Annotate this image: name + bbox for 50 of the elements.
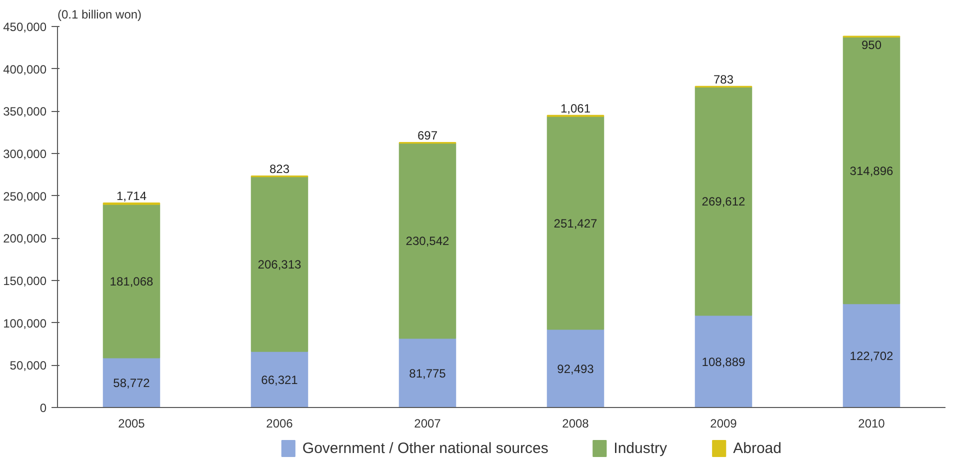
- data-label: 783: [713, 72, 734, 86]
- data-label: 206,313: [258, 258, 302, 272]
- bar: [398, 142, 456, 339]
- bar: [398, 338, 456, 408]
- legend-label: Industry: [614, 440, 668, 457]
- data-label: 181,068: [110, 274, 154, 289]
- data-label: 697: [417, 128, 438, 142]
- bar: [102, 357, 160, 408]
- x-tick-label: 2006: [266, 416, 294, 430]
- data-label: 269,612: [702, 194, 746, 209]
- x-tick-label: 2008: [562, 416, 590, 430]
- bar: [546, 116, 604, 330]
- data-label: 230,542: [406, 234, 450, 248]
- y-tick-label: 300,000: [3, 147, 47, 161]
- data-label: 66,321: [261, 372, 298, 387]
- bar: [250, 176, 308, 352]
- x-tick-label: 2005: [118, 416, 146, 430]
- x-tick-label: 2007: [414, 416, 442, 430]
- y-tick-label: 200,000: [3, 232, 47, 246]
- legend-label: Abroad: [733, 440, 782, 457]
- data-label: 314,896: [850, 164, 894, 178]
- y-tick-label: 350,000: [3, 104, 47, 119]
- bar: [694, 314, 752, 408]
- y-tick-label: 400,000: [3, 62, 47, 76]
- data-label: 122,702: [850, 349, 894, 364]
- y-tick-label: 50,000: [10, 358, 47, 373]
- bar: [546, 328, 604, 408]
- data-label: 950: [861, 38, 882, 52]
- data-label: 92,493: [557, 362, 594, 376]
- x-tick-label: 2010: [858, 416, 886, 430]
- bar: [102, 204, 160, 358]
- y-tick-label: 250,000: [3, 189, 47, 204]
- x-tick-label: 2009: [710, 416, 738, 430]
- bar: [694, 86, 752, 316]
- data-label: 81,775: [409, 366, 446, 380]
- bar: [250, 350, 308, 408]
- data-label: 1,061: [560, 101, 591, 116]
- bar: [842, 36, 900, 304]
- data-label: 58,772: [113, 376, 150, 390]
- data-label: 823: [269, 162, 290, 176]
- data-label: 1,714: [116, 188, 147, 203]
- y-axis-title: (0.1 billion won): [58, 8, 142, 22]
- y-tick-label: 450,000: [3, 20, 47, 34]
- legend-label: Government / Other national sources: [302, 440, 548, 457]
- data-label: 251,427: [554, 216, 598, 230]
- y-tick-label: 0: [40, 401, 47, 415]
- y-tick-label: 150,000: [3, 274, 47, 288]
- y-tick-label: 100,000: [3, 316, 47, 330]
- data-label: 108,889: [702, 354, 746, 369]
- bar: [842, 303, 900, 408]
